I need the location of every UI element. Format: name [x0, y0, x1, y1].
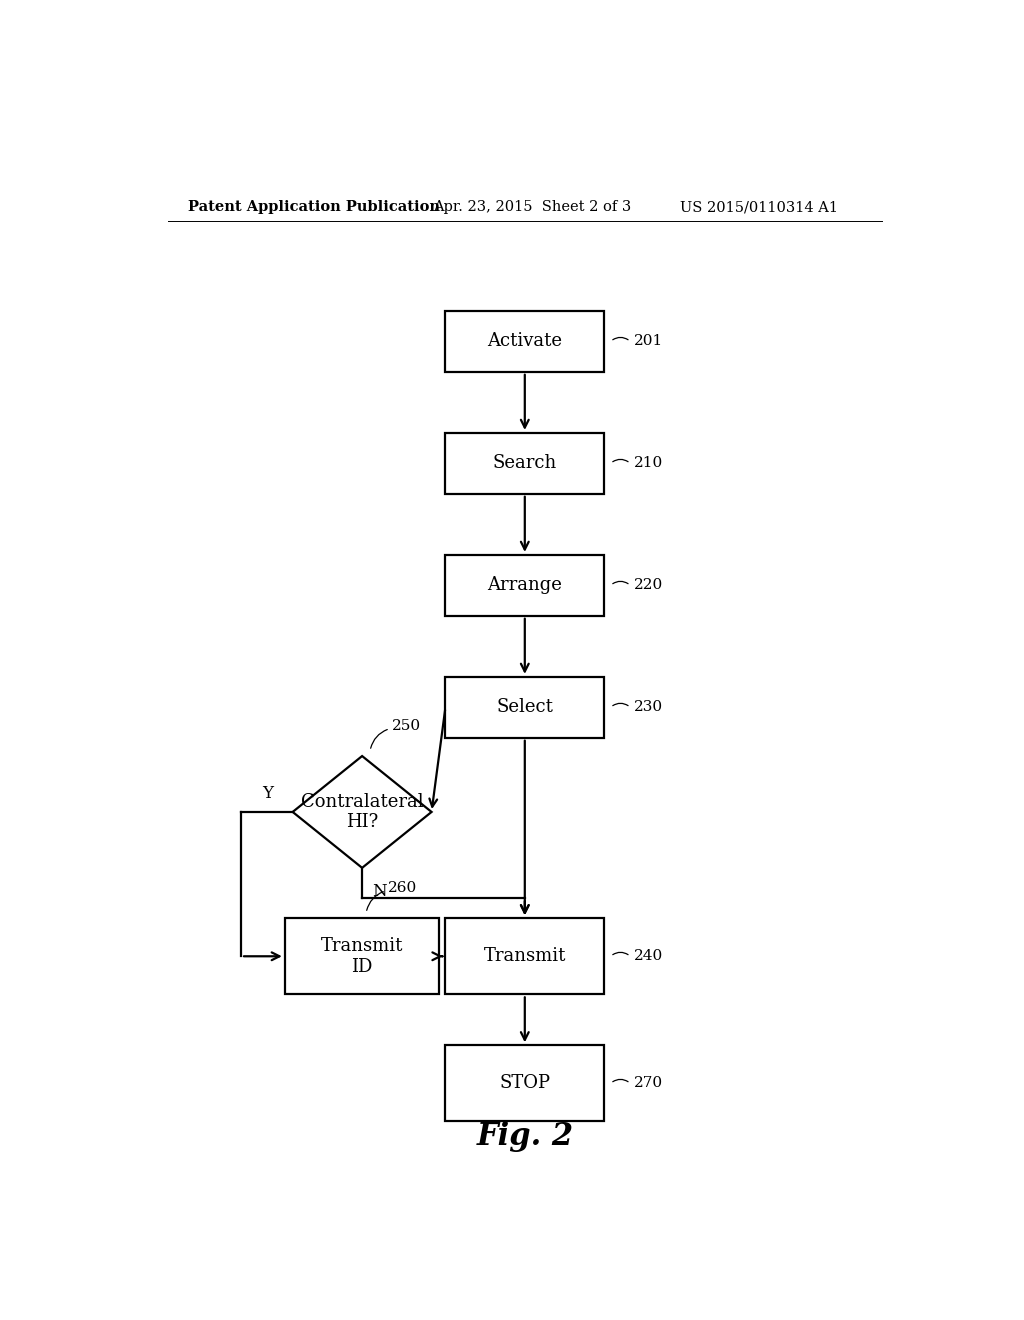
Text: Y: Y — [262, 785, 272, 803]
FancyBboxPatch shape — [445, 554, 604, 616]
Text: N: N — [372, 883, 386, 900]
FancyBboxPatch shape — [445, 1045, 604, 1122]
Text: 230: 230 — [634, 700, 664, 714]
Text: Select: Select — [497, 698, 553, 717]
Text: 201: 201 — [634, 334, 664, 348]
Text: Activate: Activate — [487, 333, 562, 350]
Polygon shape — [293, 756, 431, 867]
Text: STOP: STOP — [500, 1074, 550, 1093]
Text: Arrange: Arrange — [487, 577, 562, 594]
Text: US 2015/0110314 A1: US 2015/0110314 A1 — [680, 201, 838, 214]
FancyBboxPatch shape — [445, 312, 604, 372]
Text: Apr. 23, 2015  Sheet 2 of 3: Apr. 23, 2015 Sheet 2 of 3 — [433, 201, 632, 214]
FancyBboxPatch shape — [445, 677, 604, 738]
Text: Search: Search — [493, 454, 557, 473]
Text: 210: 210 — [634, 457, 664, 470]
FancyBboxPatch shape — [445, 919, 604, 994]
FancyBboxPatch shape — [445, 433, 604, 494]
Text: Transmit
ID: Transmit ID — [321, 937, 403, 975]
Text: Fig. 2: Fig. 2 — [476, 1122, 573, 1152]
Text: 240: 240 — [634, 949, 664, 964]
Text: 220: 220 — [634, 578, 664, 593]
Text: 260: 260 — [388, 880, 418, 895]
Text: Contralateral
HI?: Contralateral HI? — [301, 792, 424, 832]
Text: 250: 250 — [392, 718, 422, 733]
Text: Transmit: Transmit — [483, 948, 566, 965]
Text: Patent Application Publication: Patent Application Publication — [187, 201, 439, 214]
Text: 270: 270 — [634, 1076, 664, 1090]
FancyBboxPatch shape — [285, 919, 439, 994]
